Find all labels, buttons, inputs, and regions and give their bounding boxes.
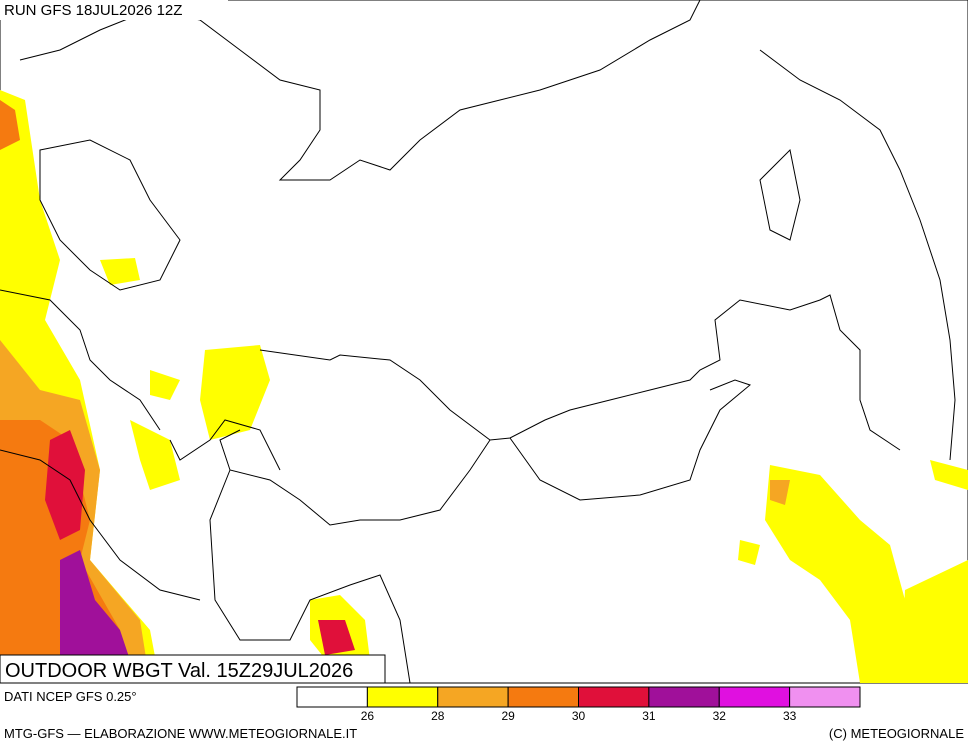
legend: 26 28 29 30 31 32 33 <box>296 686 861 723</box>
legend-swatch <box>578 686 650 708</box>
legend-swatch <box>296 686 368 708</box>
map: RUN GFS 18JUL2026 12Z OUTDOOR WBGT Val. … <box>0 0 968 684</box>
legend-tick-label: 33 <box>783 709 797 723</box>
title-bg <box>0 654 386 684</box>
legend-tick-label: 32 <box>713 709 727 723</box>
legend-swatch <box>366 686 439 708</box>
footer-right: (C) METEOGIORNALE <box>829 726 964 741</box>
footer-left: MTG-GFS — ELABORAZIONE WWW.METEOGIORNALE… <box>4 726 357 741</box>
legend-swatch <box>718 686 791 708</box>
legend-swatch <box>789 686 861 708</box>
legend-tick-label: 29 <box>501 709 515 723</box>
legend-tick-label: 28 <box>431 709 445 723</box>
run-label: RUN GFS 18JUL2026 12Z <box>4 2 182 19</box>
map-title: OUTDOOR WBGT Val. 15Z29JUL2026 <box>5 660 353 682</box>
legend-tick-label: 26 <box>361 709 375 723</box>
borders <box>0 0 956 684</box>
legend-tick-label: 30 <box>572 709 586 723</box>
legend-tick-label: 31 <box>642 709 656 723</box>
legend-swatch <box>507 686 579 708</box>
heat-fields <box>0 90 968 683</box>
legend-swatch <box>648 686 720 708</box>
legend-swatch <box>437 686 509 708</box>
run-label-bg <box>0 0 228 20</box>
source-label: DATI NCEP GFS 0.25° <box>4 689 137 704</box>
